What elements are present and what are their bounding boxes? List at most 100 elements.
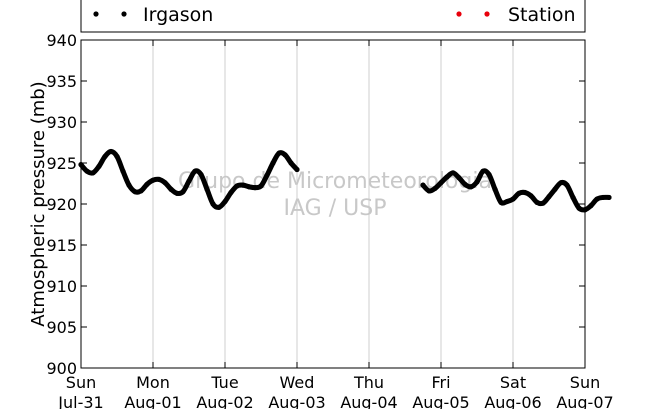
y-tick-label: 905 bbox=[46, 318, 77, 337]
data-point bbox=[456, 175, 462, 181]
data-point bbox=[576, 205, 582, 211]
x-tick-label-day: Mon bbox=[136, 373, 170, 392]
data-point bbox=[570, 194, 576, 201]
data-point bbox=[102, 153, 108, 160]
data-point bbox=[264, 172, 270, 178]
data-point bbox=[204, 186, 210, 192]
data-point bbox=[462, 181, 468, 187]
data-point bbox=[426, 188, 432, 194]
y-tick-label: 930 bbox=[46, 113, 77, 132]
x-tick-label-day: Sun bbox=[66, 373, 96, 392]
x-tick-label-date: Aug-04 bbox=[340, 393, 397, 409]
data-point bbox=[486, 171, 492, 178]
data-point bbox=[126, 182, 132, 188]
data-point bbox=[552, 186, 558, 192]
data-series bbox=[78, 148, 612, 213]
data-point bbox=[564, 182, 570, 188]
data-point bbox=[522, 189, 528, 196]
data-point bbox=[558, 180, 564, 186]
y-tick-label: 935 bbox=[46, 72, 77, 91]
x-tick-label-day: Tue bbox=[210, 373, 238, 392]
data-point bbox=[252, 185, 258, 191]
data-point bbox=[96, 163, 102, 169]
legend-entry-irgason: Irgason bbox=[93, 4, 213, 26]
data-point bbox=[516, 190, 522, 196]
data-point bbox=[258, 183, 264, 189]
data-point bbox=[420, 182, 426, 188]
x-tick-label-date: Aug-03 bbox=[268, 393, 325, 409]
axis-ticks: SunJul-31MonAug-01TueAug-02WedAug-03ThuA… bbox=[46, 31, 613, 409]
x-tick-label-day: Fri bbox=[431, 373, 450, 392]
data-point bbox=[498, 199, 504, 205]
legend-marker bbox=[456, 11, 462, 17]
data-point bbox=[294, 166, 300, 173]
data-point bbox=[240, 182, 246, 188]
data-point bbox=[150, 177, 156, 183]
data-point bbox=[162, 180, 168, 186]
data-point bbox=[210, 201, 216, 207]
data-point bbox=[228, 189, 234, 196]
data-point bbox=[444, 174, 450, 180]
data-point bbox=[510, 196, 516, 202]
data-point bbox=[474, 179, 480, 185]
data-point bbox=[270, 160, 276, 166]
legend-marker bbox=[484, 11, 490, 17]
legend: Irgason Station bbox=[80, 0, 586, 33]
data-point bbox=[180, 189, 186, 195]
data-point bbox=[288, 160, 294, 166]
data-point bbox=[450, 170, 456, 176]
data-point bbox=[120, 168, 126, 174]
y-axis-label: Atmospheric pressure (mb) bbox=[28, 81, 49, 326]
data-point bbox=[168, 186, 174, 192]
data-point bbox=[282, 152, 288, 158]
series-irgason bbox=[78, 148, 612, 213]
data-point bbox=[534, 199, 540, 205]
data-point bbox=[504, 198, 510, 205]
y-tick-label: 910 bbox=[46, 277, 77, 296]
x-tick-label-date: Jul-31 bbox=[57, 393, 103, 409]
data-point bbox=[174, 190, 180, 196]
x-tick-label-date: Aug-01 bbox=[124, 393, 181, 409]
x-tick-label-date: Aug-07 bbox=[556, 393, 613, 409]
data-point bbox=[546, 194, 552, 200]
x-tick-label-day: Sat bbox=[500, 373, 526, 392]
data-point bbox=[198, 171, 204, 178]
data-point bbox=[492, 186, 498, 192]
data-point bbox=[222, 198, 228, 205]
data-point bbox=[108, 148, 114, 155]
y-tick-label: 915 bbox=[46, 236, 77, 255]
legend-label: Station bbox=[508, 4, 576, 26]
legend-label: Irgason bbox=[143, 4, 213, 26]
data-point bbox=[588, 203, 594, 209]
data-point bbox=[528, 193, 534, 199]
data-point bbox=[144, 181, 150, 187]
data-point bbox=[468, 184, 474, 190]
data-point bbox=[480, 168, 486, 174]
data-point bbox=[138, 188, 144, 194]
data-point bbox=[192, 168, 198, 174]
x-tick-label-day: Sun bbox=[570, 373, 600, 392]
watermark-line: IAG / USP bbox=[284, 196, 387, 221]
data-point bbox=[540, 200, 546, 206]
data-point bbox=[216, 204, 222, 210]
data-point bbox=[438, 180, 444, 186]
legend-marker bbox=[121, 11, 127, 17]
y-tick-label: 920 bbox=[46, 195, 77, 214]
data-point bbox=[432, 185, 438, 192]
data-point bbox=[132, 189, 138, 195]
data-point bbox=[90, 170, 96, 176]
data-point bbox=[156, 176, 162, 182]
x-tick-label-day: Wed bbox=[280, 373, 315, 392]
grid-lines bbox=[152, 40, 514, 368]
legend-entry-station: Station bbox=[456, 4, 576, 26]
legend-marker bbox=[93, 11, 99, 17]
data-point bbox=[606, 194, 612, 201]
legend-box bbox=[80, 0, 586, 33]
data-point bbox=[594, 196, 600, 202]
x-tick-label-date: Aug-02 bbox=[196, 393, 253, 409]
data-point bbox=[84, 168, 90, 174]
x-tick-label-date: Aug-05 bbox=[412, 393, 469, 409]
data-point bbox=[114, 153, 120, 160]
data-point bbox=[234, 183, 240, 189]
